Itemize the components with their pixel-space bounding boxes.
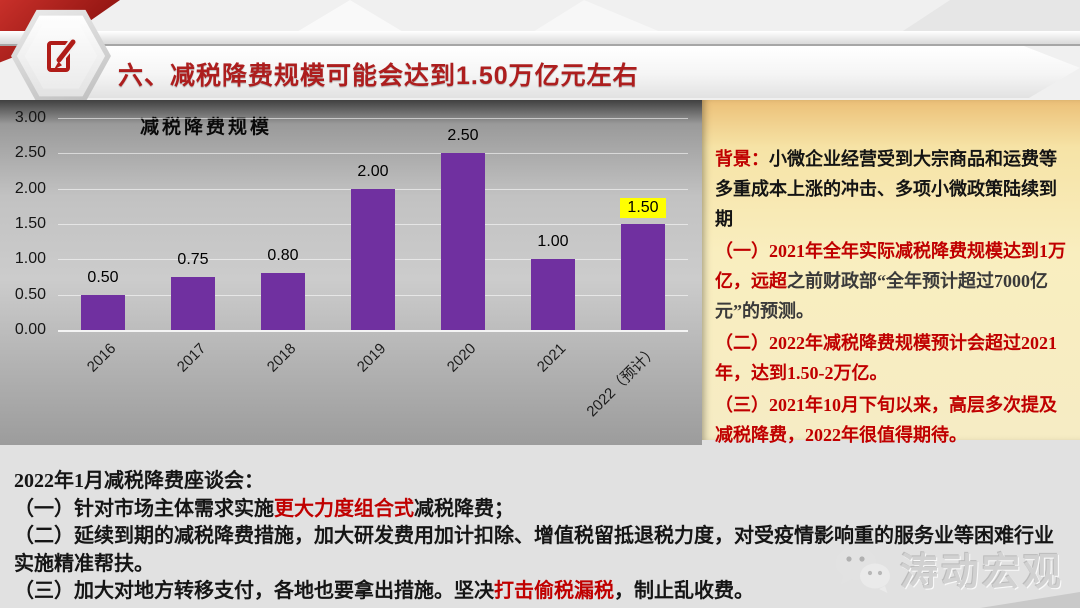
watermark-text: 涛动宏观	[899, 552, 1064, 594]
background-point3: （三）2021年10月下旬以来，高层多次提及减税降费，2022年很值得期待。	[715, 395, 1057, 445]
slide-title: 六、减税降费规模可能会达到1.50万亿元左右	[118, 62, 639, 90]
wechat-icon	[835, 546, 890, 593]
bar	[531, 259, 575, 330]
meeting-item3-post: ，制止乱收费。	[614, 580, 754, 602]
y-axis-tick: 0.50	[14, 285, 46, 303]
x-axis-label: 2016	[83, 340, 120, 376]
background-panel: 背景：小微企业经营受到大宗商品和运费等多重成本上涨的冲击、多项小微政策陆续到期 …	[702, 100, 1080, 445]
edit-pencil-icon	[47, 38, 78, 72]
x-axis-label: 2020	[443, 340, 480, 376]
y-axis-tick: 1.50	[14, 215, 46, 232]
meeting-heading: 2022年1月减税降费座谈会：	[14, 470, 264, 492]
bar-value-label: 2.00	[357, 163, 389, 180]
x-axis-label: 2019	[353, 340, 390, 376]
meeting-item1-pre: （一）针对市场主体需求实施	[14, 497, 274, 520]
background-heading: 背景：	[715, 149, 769, 169]
meeting-item1: （一）针对市场主体需求实施更大力度组合式减税降费；	[14, 496, 1068, 524]
bar-chart: 0.00 0.50 1.00 1.50 2.00 2.50 3.00 0.50 2016 0.75…	[0, 100, 702, 445]
x-axis-label: 2022（预计）	[583, 342, 662, 421]
chart-title: 减税降费规模	[140, 117, 273, 138]
bar	[621, 224, 665, 330]
bar-value-label: 0.75	[177, 251, 209, 268]
title-bar	[58, 46, 1080, 98]
meeting-item1-red: 更大力度组合式	[274, 497, 414, 520]
bar-value-label: 1.00	[537, 233, 569, 250]
background-intro: 小微企业经营受到大宗商品和运费等多重成本上涨的冲击、多项小微政策陆续到期	[715, 149, 1057, 229]
y-axis-tick: 0.00	[14, 321, 46, 338]
meeting-item3: （三）加大对地方转移支付，各地也要拿出措施。坚决打击偷税漏税，制止乱收费。	[14, 578, 1068, 606]
header: 六、减税降费规模可能会达到1.50万亿元左右	[0, 0, 1080, 103]
bar	[441, 153, 485, 330]
bar	[261, 273, 305, 330]
watermark: 涛动宏观	[834, 541, 1064, 596]
gridline	[58, 118, 688, 119]
gridline	[58, 153, 688, 155]
meeting-item3-red: 打击偷税漏税	[494, 580, 614, 602]
bar-value-label: 1.50	[598, 198, 688, 218]
meeting-item2: （二）延续到期的减税降费措施，加大研发费用加计扣除、增值税留抵退税力度，对受疫情…	[14, 525, 1054, 575]
x-axis-label: 2021	[533, 340, 570, 376]
y-axis-tick: 2.50	[14, 144, 46, 162]
bar-value-label: 0.80	[267, 247, 299, 264]
meeting-item1-post: 减税降费；	[414, 497, 514, 520]
gridline	[58, 330, 688, 332]
bar	[81, 295, 125, 330]
x-axis-label: 2018	[263, 340, 300, 376]
edit-badge	[10, 8, 112, 104]
y-axis-tick: 3.00	[14, 109, 46, 126]
background-point2: （二）2022年减税降费规模预计会超过2021年，达到1.50-2万亿。	[715, 333, 1057, 383]
ribbon-band	[0, 31, 1080, 46]
bar	[351, 189, 395, 330]
background-point1-black: 之前财政部“全年预计超过7000亿元”的预测。	[715, 271, 1048, 321]
meeting-item3-pre: （三）加大对地方转移支付，各地也要拿出措施。坚决	[14, 580, 494, 602]
chart-panel: 减税降费规模 0.00 0.50 1.00 1.50 2.00 2.50 3.00 0.50 2…	[0, 100, 702, 445]
y-axis-tick: 1.00	[14, 250, 46, 268]
y-axis-tick: 2.00	[14, 179, 46, 197]
meeting-section: 2022年1月减税降费座谈会： （一）针对市场主体需求实施更大力度组合式减税降费…	[0, 440, 1080, 608]
bar	[171, 277, 215, 330]
bar-value-label: 2.50	[447, 127, 479, 144]
bar-value-label: 0.50	[87, 269, 119, 286]
x-axis-label: 2017	[173, 340, 210, 376]
background-point1-red: （一）2021年全年实际减税降费规模达到1万亿，远超	[715, 241, 1066, 291]
